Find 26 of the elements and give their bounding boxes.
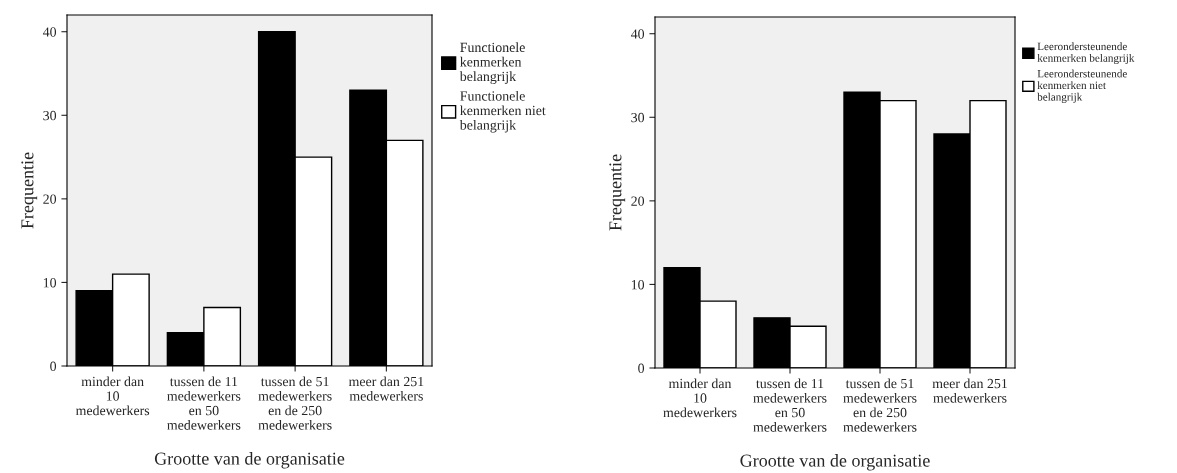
- x-axis-title: Grootte van de organisatie: [740, 454, 930, 471]
- legend-label: Functionele kenmerken niet belangrijk: [459, 90, 546, 133]
- x-tick-label: minder dan 10 medewerkers: [75, 376, 150, 416]
- x-tick-label: minder dan 10 medewerkers: [663, 378, 737, 418]
- x-tick-label: meer dan 251 medewerkers: [932, 378, 1007, 403]
- y-tick-label: 0: [50, 361, 57, 371]
- legend-label: Functionele kenmerken belangrijk: [459, 42, 525, 84]
- y-tick-label: 20: [43, 194, 57, 204]
- y-tick-label: 30: [43, 110, 57, 121]
- x-tick-label: tussen de 11 medewerkers en 50 medewerkers: [167, 376, 241, 430]
- y-tick-label: 40: [630, 29, 645, 39]
- x-tick-label: tussen de 51 medewerkers en de 250 medewerkers: [258, 376, 332, 430]
- y-axis-title: Frequentie: [609, 154, 626, 231]
- x-tick-label: meer dan 251 medewerkers: [348, 376, 424, 401]
- y-tick-label: 0: [638, 363, 645, 373]
- legend-label: Leerondersteunende kenmerken niet belangrijk: [1037, 69, 1127, 103]
- x-axis-title: Grootte van de organisatie: [154, 452, 345, 469]
- y-tick-label: 30: [631, 112, 645, 123]
- legend-label: Leerondersteunende kenmerken belangrijk: [1037, 42, 1135, 65]
- y-tick-label: 40: [42, 27, 57, 37]
- y-tick-label: 10: [43, 278, 57, 288]
- y-tick-label: 10: [631, 280, 645, 290]
- y-axis-title: Frequentie: [21, 152, 38, 229]
- x-tick-label: tussen de 51 medewerkers en de 250 medewerkers: [843, 378, 917, 432]
- x-tick-label: tussen de 11 medewerkers en 50 medewerkers: [753, 378, 827, 432]
- y-tick-label: 20: [631, 196, 645, 206]
